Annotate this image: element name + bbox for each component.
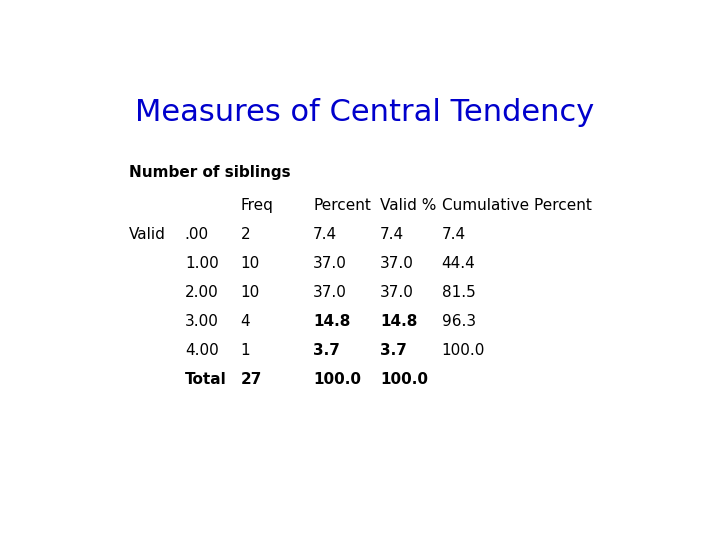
Text: .00: .00 xyxy=(185,227,209,242)
Text: Valid %: Valid % xyxy=(380,198,436,213)
Text: Percent: Percent xyxy=(313,198,371,213)
Text: 2: 2 xyxy=(240,227,251,242)
Text: 1.00: 1.00 xyxy=(185,256,219,271)
Text: 7.4: 7.4 xyxy=(313,227,338,242)
Text: 7.4: 7.4 xyxy=(380,227,405,242)
Text: 3.7: 3.7 xyxy=(313,343,340,359)
Text: 27: 27 xyxy=(240,373,262,388)
Text: 2.00: 2.00 xyxy=(185,285,219,300)
Text: 100.0: 100.0 xyxy=(380,373,428,388)
Text: 14.8: 14.8 xyxy=(313,314,351,329)
Text: 37.0: 37.0 xyxy=(313,256,347,271)
Text: 96.3: 96.3 xyxy=(441,314,476,329)
Text: 44.4: 44.4 xyxy=(441,256,475,271)
Text: 100.0: 100.0 xyxy=(313,373,361,388)
Text: 10: 10 xyxy=(240,285,260,300)
Text: Number of siblings: Number of siblings xyxy=(129,165,291,180)
Text: 3.7: 3.7 xyxy=(380,343,407,359)
Text: 4: 4 xyxy=(240,314,251,329)
Text: 37.0: 37.0 xyxy=(380,256,414,271)
Text: 14.8: 14.8 xyxy=(380,314,418,329)
Text: Total: Total xyxy=(185,373,227,388)
Text: 10: 10 xyxy=(240,256,260,271)
Text: 7.4: 7.4 xyxy=(441,227,466,242)
Text: 100.0: 100.0 xyxy=(441,343,485,359)
Text: 37.0: 37.0 xyxy=(380,285,414,300)
Text: 1: 1 xyxy=(240,343,251,359)
Text: Measures of Central Tendency: Measures of Central Tendency xyxy=(135,98,594,127)
Text: 37.0: 37.0 xyxy=(313,285,347,300)
Text: Freq: Freq xyxy=(240,198,274,213)
Text: Cumulative Percent: Cumulative Percent xyxy=(441,198,591,213)
Text: 3.00: 3.00 xyxy=(185,314,219,329)
Text: 81.5: 81.5 xyxy=(441,285,475,300)
Text: 4.00: 4.00 xyxy=(185,343,219,359)
Text: Valid: Valid xyxy=(129,227,166,242)
